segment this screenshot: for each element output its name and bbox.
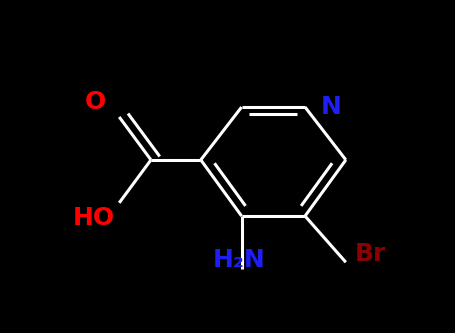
Text: N: N xyxy=(320,95,341,119)
Text: H₂N: H₂N xyxy=(212,248,265,272)
Text: HO: HO xyxy=(72,206,115,230)
Text: O: O xyxy=(84,90,106,114)
Text: Br: Br xyxy=(354,241,385,265)
